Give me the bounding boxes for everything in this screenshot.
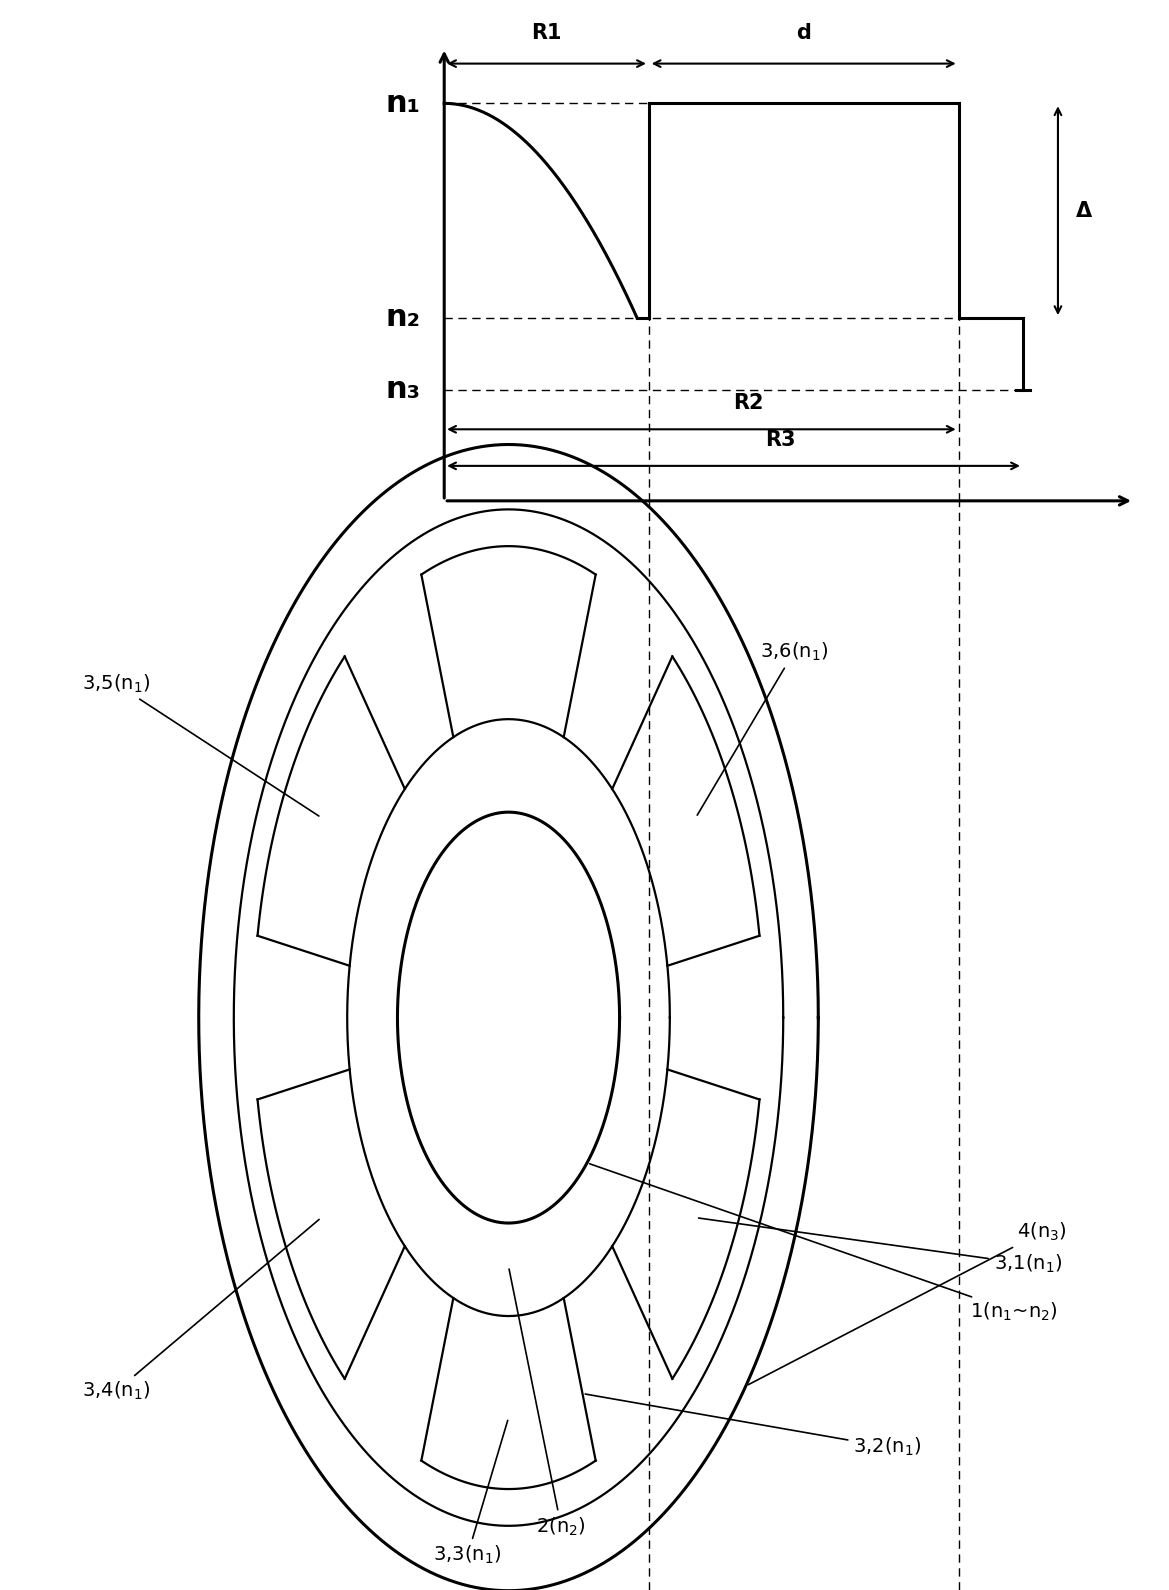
Text: 3,4(n$_1$): 3,4(n$_1$) [82, 1220, 319, 1402]
Text: n₁: n₁ [386, 89, 421, 118]
Text: 2(n$_2$): 2(n$_2$) [509, 1269, 586, 1538]
Text: n₃: n₃ [386, 375, 421, 404]
Text: R1: R1 [531, 22, 562, 43]
Text: 3,1(n$_1$): 3,1(n$_1$) [699, 1218, 1061, 1275]
Text: 3,5(n$_1$): 3,5(n$_1$) [82, 673, 319, 816]
Text: n₂: n₂ [386, 304, 421, 332]
Text: R3: R3 [765, 429, 796, 450]
Text: Δ: Δ [1075, 200, 1092, 221]
Text: d: d [796, 22, 811, 43]
Text: 3,6(n$_1$): 3,6(n$_1$) [697, 641, 828, 816]
Text: 1(n$_1$~n$_2$): 1(n$_1$~n$_2$) [589, 1164, 1058, 1323]
Text: 3,2(n$_1$): 3,2(n$_1$) [586, 1394, 921, 1458]
Text: 4(n$_3$): 4(n$_3$) [748, 1221, 1067, 1385]
Text: R2: R2 [733, 393, 763, 413]
Text: 3,3(n$_1$): 3,3(n$_1$) [434, 1420, 507, 1566]
